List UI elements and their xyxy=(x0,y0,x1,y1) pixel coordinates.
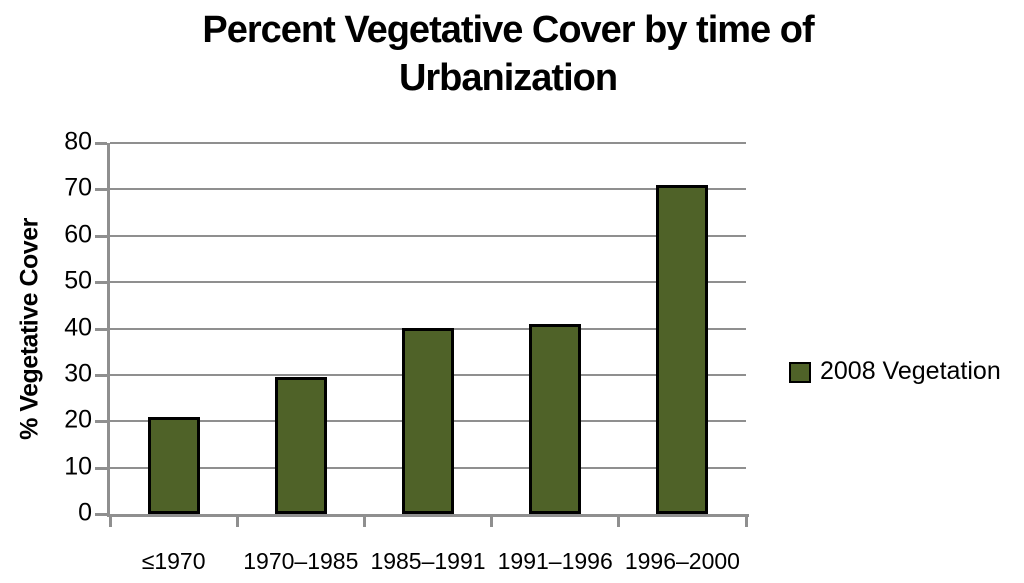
y-axis-tick-labels: 0 10 20 30 40 50 60 70 80 xyxy=(0,0,92,583)
x-tick xyxy=(744,517,748,527)
y-tick xyxy=(95,188,107,192)
y-tick-label: 50 xyxy=(64,266,92,295)
gridline xyxy=(110,234,746,237)
chart-title: Percent Vegetative Cover by time of Urba… xyxy=(0,6,1016,102)
y-tick-label: 30 xyxy=(64,359,92,388)
x-tick xyxy=(490,517,494,527)
legend-label: 2008 Vegetation xyxy=(820,357,1001,385)
x-axis-label: 1970–1985 xyxy=(243,548,359,574)
x-axis-label: 1996–2000 xyxy=(624,548,740,574)
x-axis-label: 1991–1996 xyxy=(497,548,613,574)
x-tick xyxy=(362,517,366,527)
x-tick xyxy=(108,517,112,527)
bar xyxy=(656,185,709,514)
y-tick-label: 20 xyxy=(64,405,92,434)
chart-title-line2: Urbanization xyxy=(398,57,618,99)
x-axis-label: 1985–1991 xyxy=(370,548,486,574)
y-tick-label: 60 xyxy=(64,220,92,249)
x-tick xyxy=(235,517,239,527)
plot-area xyxy=(95,142,748,527)
bar xyxy=(529,324,582,514)
x-axis-category-labels: ≤1970 1970–1985 1985–1991 1991–1996 1996–200… xyxy=(110,548,770,578)
legend-swatch-icon xyxy=(789,362,811,383)
y-tick xyxy=(95,420,107,424)
y-tick xyxy=(95,513,107,516)
y-tick xyxy=(95,373,107,377)
y-axis-line xyxy=(107,143,110,517)
x-tick xyxy=(617,517,621,527)
y-tick-label: 40 xyxy=(64,312,92,341)
y-tick xyxy=(95,327,107,331)
y-tick-label: 0 xyxy=(78,498,92,527)
y-tick-label: 70 xyxy=(64,173,92,202)
gridline xyxy=(110,281,746,284)
bar xyxy=(147,417,200,514)
y-tick-label: 10 xyxy=(64,451,92,480)
y-tick xyxy=(95,466,107,470)
bar xyxy=(402,328,454,514)
gridline xyxy=(110,188,746,191)
gridline xyxy=(110,142,746,144)
x-axis-line xyxy=(107,514,749,517)
y-tick-label: 80 xyxy=(64,127,92,156)
chart-title-line1: Percent Vegetative Cover by time of xyxy=(202,9,814,51)
legend: 2008 Vegetation xyxy=(789,357,1001,387)
y-tick xyxy=(95,281,107,285)
bar xyxy=(274,377,327,514)
y-tick xyxy=(95,142,107,145)
y-tick xyxy=(95,234,107,238)
x-axis-label: ≤1970 xyxy=(141,548,206,574)
